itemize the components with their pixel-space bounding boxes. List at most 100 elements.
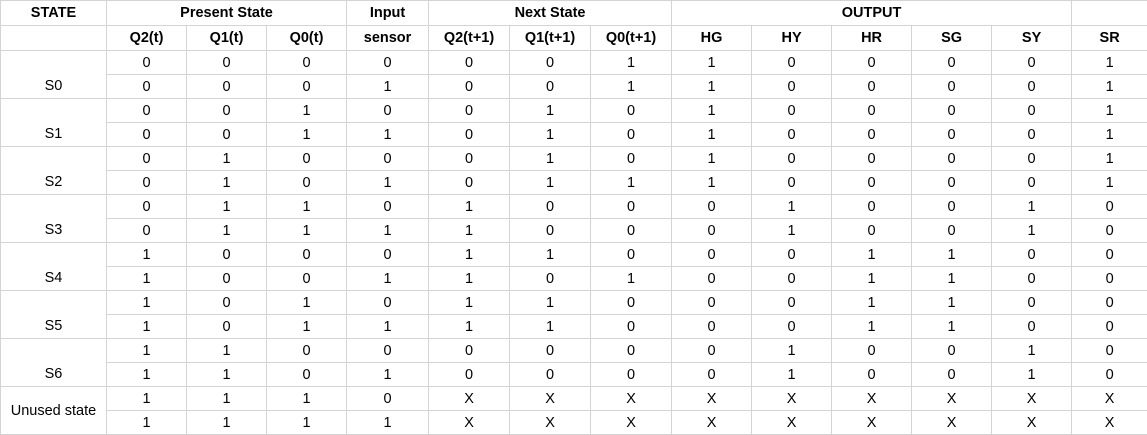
table-cell: 0: [509, 362, 592, 387]
table-cell: X: [509, 386, 592, 411]
table-cell: 0: [106, 218, 187, 243]
table-cell: 1: [1071, 122, 1147, 147]
state-label: S5: [0, 290, 107, 339]
table-cell: 1: [265, 194, 348, 219]
header-q2t: Q2(t): [106, 25, 187, 51]
table-cell: 0: [590, 242, 673, 267]
table-cell: X: [671, 386, 753, 411]
table-cell: 0: [428, 98, 511, 123]
table-cell: 0: [590, 362, 673, 387]
table-cell: 1: [265, 98, 348, 123]
table-cell: 1: [831, 242, 913, 267]
table-cell: 1: [265, 386, 348, 411]
table-cell: 1: [346, 170, 430, 195]
table-cell: 0: [751, 74, 833, 99]
table-cell: 1: [991, 194, 1073, 219]
table-cell: 0: [106, 98, 187, 123]
table-cell: 0: [186, 266, 267, 291]
table-cell: 0: [991, 266, 1073, 291]
table-cell: 0: [346, 242, 430, 267]
table-cell: 0: [186, 98, 267, 123]
table-cell: 0: [186, 314, 267, 339]
table-cell: 1: [590, 266, 673, 291]
header-sy: SY: [991, 25, 1073, 51]
table-row: S3 0 1 1 0 1 0 0 0 1 0 0 1 0: [0, 194, 1147, 243]
table-cell: 0: [1071, 242, 1147, 267]
table-cell: 0: [509, 338, 592, 363]
table-cell: 0: [671, 338, 753, 363]
table-cell: 1: [106, 266, 187, 291]
table-cell: 1: [509, 242, 592, 267]
table-cell: 0: [346, 50, 430, 75]
header-sub-blank: [0, 25, 107, 51]
table-cell: 0: [590, 194, 673, 219]
header-sr: SR: [1071, 25, 1147, 51]
table-cell: 0: [911, 122, 993, 147]
table-cell: 1: [186, 338, 267, 363]
table-cell: 1: [186, 362, 267, 387]
table-cell: X: [911, 386, 993, 411]
table-cell: 1: [428, 242, 511, 267]
table-cell: 1: [186, 170, 267, 195]
header-output: OUTPUT: [671, 0, 1073, 26]
header-input: Input: [346, 0, 430, 26]
table-cell: 1: [911, 314, 993, 339]
table-cell: 0: [106, 74, 187, 99]
table-cell: 0: [671, 266, 753, 291]
table-cell: 1: [1071, 74, 1147, 99]
table-cell: 1: [831, 290, 913, 315]
table-cell: 1: [509, 170, 592, 195]
table-cell: 1: [509, 314, 592, 339]
table-cell: 0: [186, 290, 267, 315]
table-cell: 1: [509, 98, 592, 123]
table-cell: 0: [991, 314, 1073, 339]
table-cell: 0: [911, 218, 993, 243]
table-cell: 1: [346, 122, 430, 147]
table-cell: 0: [186, 74, 267, 99]
table-cell: 0: [590, 338, 673, 363]
table-cell: 0: [911, 98, 993, 123]
table-cell: 0: [590, 122, 673, 147]
table-cell: 0: [991, 50, 1073, 75]
table-cell: 1: [509, 122, 592, 147]
table-cell: 1: [186, 218, 267, 243]
table-cell: 1: [265, 410, 348, 435]
table-cell: 0: [265, 74, 348, 99]
table-cell: 0: [106, 170, 187, 195]
header-sg: SG: [911, 25, 993, 51]
table-cell: 0: [590, 218, 673, 243]
table-cell: 1: [346, 218, 430, 243]
table-cell: 1: [751, 218, 833, 243]
table-cell: 0: [509, 50, 592, 75]
header-blank: [1071, 0, 1147, 26]
table-cell: 1: [671, 170, 753, 195]
table-cell: 1: [106, 386, 187, 411]
table-cell: 0: [911, 338, 993, 363]
table-cell: 1: [346, 74, 430, 99]
table-row: S6 1 1 0 0 0 0 0 0 1 0 0 1 0: [0, 338, 1147, 387]
table-cell: 1: [590, 170, 673, 195]
table-cell: 0: [831, 50, 913, 75]
table-cell: 0: [751, 314, 833, 339]
state-label: Unused state: [0, 386, 107, 435]
state-label: S3: [0, 194, 107, 243]
table-cell: 0: [509, 266, 592, 291]
table-cell: 1: [991, 338, 1073, 363]
table-cell: 0: [186, 50, 267, 75]
table-cell: 0: [831, 122, 913, 147]
table-cell: 0: [428, 338, 511, 363]
state-label: S1: [0, 98, 107, 147]
table-cell: 1: [751, 338, 833, 363]
table-cell: 0: [751, 266, 833, 291]
table-cell: 0: [428, 50, 511, 75]
table-cell: 0: [428, 362, 511, 387]
table-cell: 1: [1071, 98, 1147, 123]
table-cell: 1: [186, 410, 267, 435]
table-cell: 1: [106, 362, 187, 387]
table-row: S1 0 0 1 0 0 1 0 1 0 0 0 0 1: [0, 98, 1147, 147]
table-cell: 0: [428, 74, 511, 99]
